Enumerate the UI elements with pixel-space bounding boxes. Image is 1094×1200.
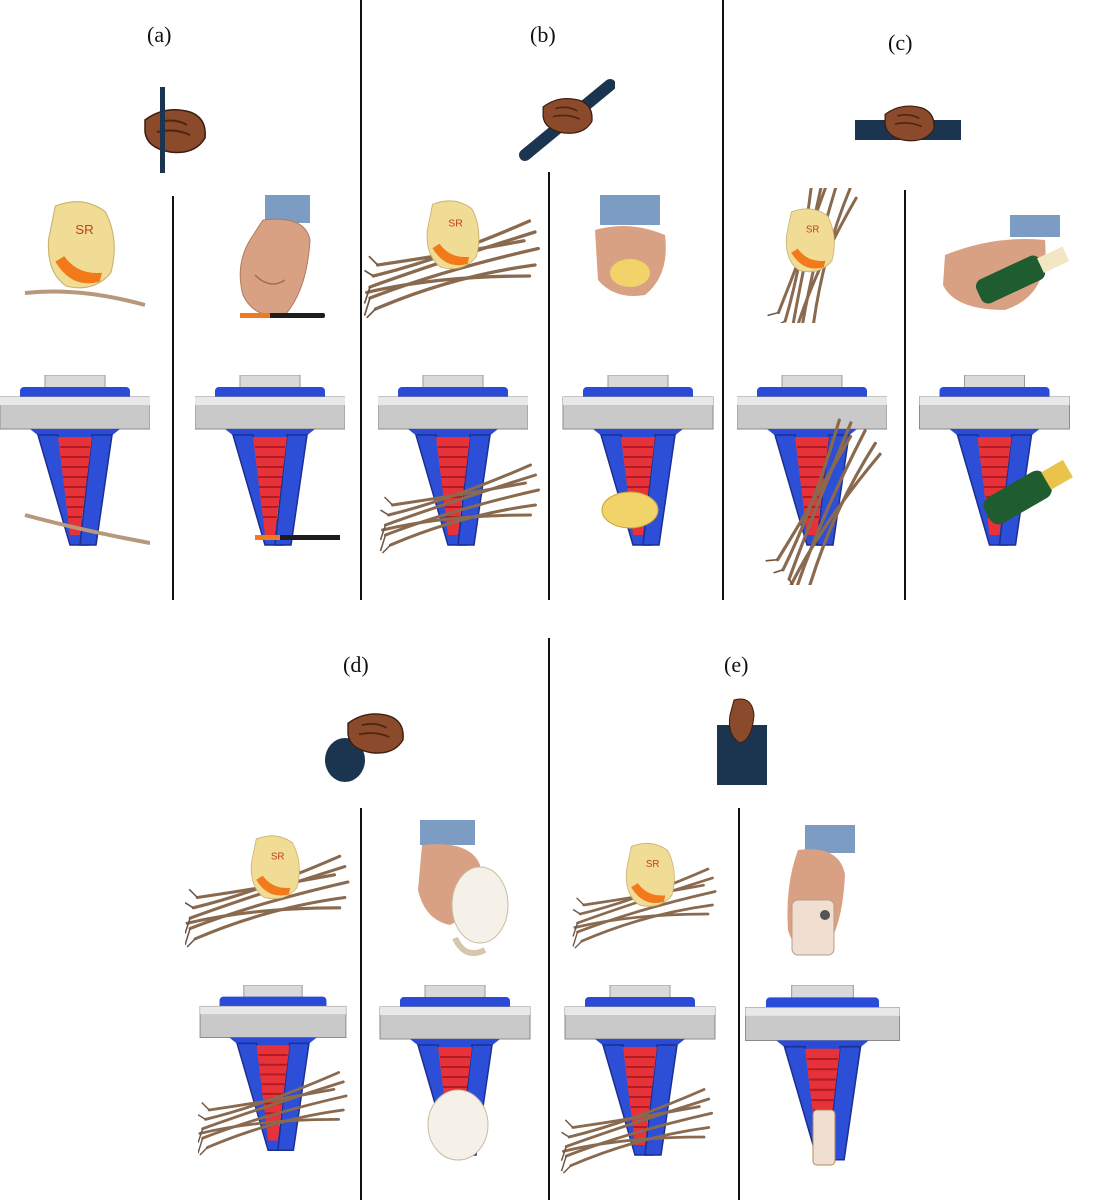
gripper-photo-d1	[198, 985, 348, 1160]
human-grasp-photo-b1	[360, 190, 550, 320]
gripper-photo-b2	[558, 375, 718, 555]
panel-label-c: (c)	[888, 30, 913, 55]
divider-a-inner	[172, 196, 174, 600]
human-grasp-photo-e1	[560, 830, 730, 950]
panel-label-b: (b)	[530, 22, 556, 47]
panel-label-e: (e)	[724, 652, 749, 677]
gripper-photo-d2	[370, 985, 545, 1175]
grasp-model-c	[855, 85, 965, 160]
divider-e-inner	[738, 808, 740, 1200]
gripper-photo-c1	[737, 375, 897, 585]
panel-label-a: (a)	[147, 22, 172, 47]
grasp-model-a	[130, 85, 220, 175]
human-grasp-photo-a1	[20, 195, 150, 310]
divider-d-e	[548, 638, 550, 1200]
human-grasp-photo-c1	[735, 188, 885, 323]
divider-d-inner	[360, 808, 362, 1200]
gripper-photo-e2	[745, 985, 905, 1175]
gripper-photo-e1	[555, 985, 730, 1175]
gripper-photo-c2	[912, 375, 1087, 555]
human-grasp-photo-d2	[410, 820, 510, 970]
human-grasp-photo-c2	[935, 215, 1075, 325]
panel-label-d: (d)	[343, 652, 369, 677]
human-grasp-photo-b2	[590, 195, 670, 305]
divider-b-c	[722, 0, 724, 600]
gripper-photo-a2	[195, 375, 345, 555]
human-grasp-photo-e2	[770, 825, 860, 965]
grasp-model-b	[515, 75, 615, 165]
grasp-model-e	[712, 695, 772, 790]
human-grasp-photo-a2	[220, 195, 330, 330]
divider-c-inner	[904, 190, 906, 600]
human-grasp-photo-d1	[185, 820, 350, 960]
divider-b-inner	[548, 172, 550, 600]
gripper-photo-a1	[0, 375, 150, 555]
gripper-photo-b1	[378, 375, 543, 555]
grasp-model-d	[320, 705, 415, 785]
divider-a-b	[360, 0, 362, 600]
